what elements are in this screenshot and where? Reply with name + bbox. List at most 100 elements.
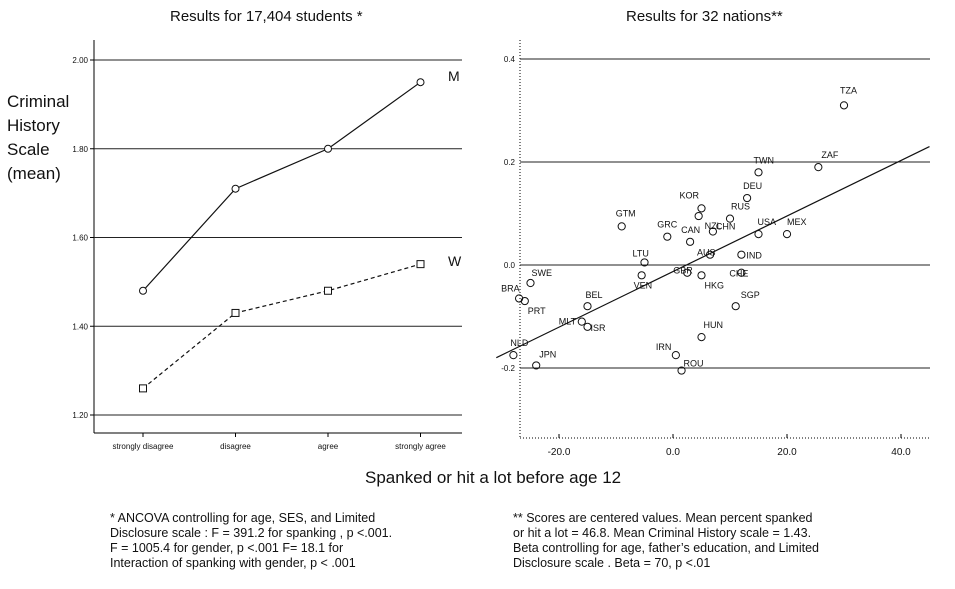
data-point [671, 351, 680, 360]
data-point [683, 268, 692, 277]
point-label: CHN [716, 222, 736, 232]
y-tick-label: 1.40 [72, 322, 88, 331]
point-label: VEN [634, 280, 653, 290]
x-tick-label: -20.0 [548, 447, 571, 458]
series-label-m: M [448, 68, 460, 84]
data-point [725, 214, 735, 223]
data-point [697, 271, 706, 280]
point-label: KOR [680, 190, 700, 200]
point-label: RUS [731, 202, 750, 212]
footnote-right: ** Scores are centered values. Mean perc… [513, 511, 819, 571]
point-label: SGP [741, 290, 760, 300]
footnote-left: * ANCOVA controlling for age, SES, and L… [110, 511, 392, 571]
point-label: DEU [743, 181, 762, 191]
x-tick-label: agree [318, 442, 339, 451]
footnote-line: * ANCOVA controlling for age, SES, and L… [110, 511, 376, 525]
data-point [782, 230, 792, 239]
x-tick-label: 20.0 [777, 447, 797, 458]
point-label: MLT [559, 317, 577, 327]
y-tick-label: 0.2 [504, 158, 516, 167]
data-point [532, 361, 541, 370]
x-axis-label: Spanked or hit a lot before age 12 [365, 468, 622, 487]
point-label: USA [758, 217, 777, 227]
series-line-w [142, 263, 421, 389]
footnote-line: F = 1005.4 for gender, p <.001 F= 18.1 f… [110, 541, 344, 555]
x-tick-label: 0.0 [666, 447, 680, 458]
point-label: TZA [840, 85, 857, 95]
y-axis-label-line: History [7, 116, 60, 135]
data-point-circle [139, 286, 147, 295]
y-tick-label: 0.0 [504, 261, 516, 270]
point-label: GBR [673, 266, 693, 276]
x-tick-label: disagree [220, 442, 251, 451]
data-point [737, 250, 746, 259]
data-point [697, 333, 706, 342]
point-label: GTM [616, 208, 636, 218]
data-point [754, 168, 763, 177]
point-label: MEX [787, 217, 807, 227]
series-label-w: W [448, 253, 462, 269]
data-point [697, 204, 706, 213]
data-point [677, 366, 686, 375]
data-point [686, 237, 695, 246]
y-axis-label: Criminal History Scale (mean) [7, 90, 69, 186]
point-label: ROU [684, 359, 704, 369]
point-label: AUS [697, 248, 716, 258]
data-point [583, 322, 592, 331]
point-label: LTU [633, 248, 649, 258]
data-point [743, 193, 752, 203]
data-point [520, 296, 529, 306]
data-point-circle [231, 184, 240, 193]
right-chart-title: Results for 32 nations** [626, 8, 783, 25]
footnote-line: or hit a lot = 46.8. Mean Criminal Histo… [513, 526, 812, 540]
footnote-line: Disclosure scale . Beta = 70, p <.01 [513, 556, 711, 570]
data-point [708, 227, 718, 236]
y-tick-label: 2.00 [72, 56, 88, 65]
point-label: BRA [501, 283, 520, 293]
point-label: CAN [681, 225, 700, 235]
point-label: TWN [754, 155, 775, 165]
point-label: NZL [705, 221, 722, 231]
point-label: CHE [729, 269, 748, 279]
data-point [731, 302, 740, 311]
point-label: BEL [586, 290, 603, 300]
point-label: IRN [656, 342, 672, 352]
y-tick-label: 1.20 [72, 411, 88, 420]
point-label: JPN [539, 349, 556, 359]
data-point [737, 268, 746, 277]
data-point-square [231, 308, 240, 317]
point-label: HKG [705, 280, 725, 290]
point-label: GRC [657, 220, 678, 230]
data-point [617, 222, 626, 231]
left-chart-title: Results for 17,404 students * [170, 8, 363, 25]
data-point-square [416, 260, 425, 269]
data-point [839, 101, 849, 110]
data-point-square [139, 384, 147, 393]
data-point-circle [324, 144, 332, 153]
data-point [577, 317, 586, 326]
footnote-line: Disclosure scale : F = 391.2 for spankin… [110, 526, 393, 540]
point-label: IND [746, 251, 762, 261]
point-label: PRT [528, 306, 546, 316]
point-label: ZAF [821, 150, 839, 160]
point-label: SWE [532, 268, 553, 278]
data-point [754, 230, 763, 239]
y-tick-label: -0.2 [501, 364, 515, 373]
x-tick-label: strongly agree [395, 442, 446, 451]
y-tick-label: 0.4 [504, 55, 516, 64]
footnote-line: ** Scores are centered values. Mean perc… [513, 511, 813, 525]
data-point [509, 351, 518, 360]
data-point-circle [416, 78, 425, 87]
point-label: NLD [510, 338, 529, 348]
y-axis-label-line: Scale [7, 140, 50, 159]
data-point [583, 302, 592, 311]
data-point-square [324, 286, 332, 295]
x-tick-label: strongly disagree [113, 442, 174, 451]
point-label: HUN [704, 320, 724, 330]
footnote-line: Beta controlling for age, father’s educa… [513, 541, 819, 555]
point-label: ISR [591, 323, 607, 333]
y-tick-label: 1.60 [72, 234, 88, 243]
data-point [814, 163, 823, 172]
data-point [640, 258, 649, 267]
